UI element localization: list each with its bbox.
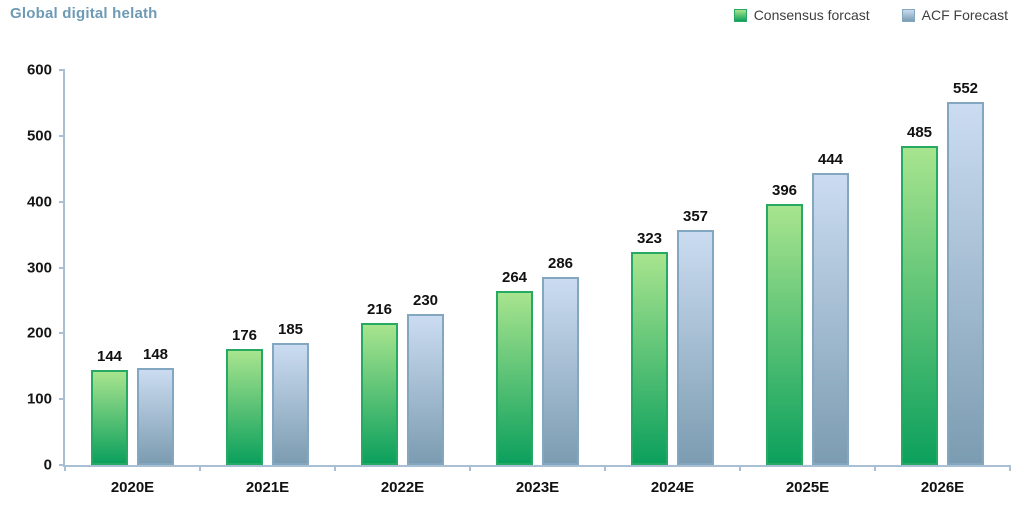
bar-group-2023e: 264 286 <box>470 70 605 465</box>
bar-group-2026e: 485 552 <box>875 70 1010 465</box>
bar-acf-2023e: 286 <box>542 255 579 465</box>
x-axis-tick-mark <box>1009 465 1011 471</box>
y-axis-tick-mark <box>59 332 65 335</box>
y-axis-tick-label: 200 <box>26 324 52 342</box>
bar-acf-2021e: 185 <box>272 321 309 465</box>
chart-header: Global digital helath Consensus forcast … <box>0 0 1024 34</box>
x-axis-category-label: 2021E <box>245 479 290 496</box>
y-axis-tick-mark <box>59 200 65 203</box>
bar-value-label: 264 <box>501 269 528 287</box>
x-axis-tick-mark <box>64 465 66 471</box>
legend-label: ACF Forecast <box>921 7 1008 23</box>
bar-value-label: 230 <box>412 291 439 309</box>
x-axis-category-label: 2023E <box>515 479 560 496</box>
chart-title: Global digital helath <box>10 5 158 22</box>
bar-value-label: 485 <box>906 123 933 141</box>
bar-group-2021e: 176 185 <box>200 70 335 465</box>
bar-consensus-2021e: 176 <box>226 327 263 465</box>
x-axis-category-label: 2020E <box>110 479 155 496</box>
x-axis-tick-mark <box>739 465 741 471</box>
acf-series-swatch-icon <box>901 8 915 22</box>
x-axis-tick-mark <box>198 465 201 471</box>
bar-value-label: 185 <box>277 321 304 339</box>
y-axis-tick-mark <box>59 464 65 466</box>
x-axis-tick-mark <box>469 465 471 471</box>
y-axis-tick-label: 600 <box>26 61 52 79</box>
bar-consensus-2023e: 264 <box>496 269 533 465</box>
y-axis-tick-mark <box>59 398 65 401</box>
bar-value-label: 176 <box>231 327 258 345</box>
bar-value-label: 144 <box>96 348 123 366</box>
x-axis-category-label: 2022E <box>380 479 425 496</box>
bar-consensus-2020e: 144 <box>91 348 128 465</box>
bar-value-label: 357 <box>682 207 709 225</box>
x-axis-category-label: 2026E <box>920 479 965 496</box>
y-axis-tick-mark <box>59 69 65 71</box>
y-axis-tick-label: 100 <box>26 390 52 408</box>
plot-area: 0 100 200 300 400 500 600 2020E 144 148 2021E 176 18… <box>27 63 1011 496</box>
y-axis-tick-label: 0 <box>43 456 52 474</box>
bar-group-2020e: 144 148 <box>65 70 200 465</box>
bar-value-label: 396 <box>771 182 798 200</box>
bar-acf-2025e: 444 <box>812 151 849 465</box>
bar-consensus-2024e: 323 <box>631 230 668 465</box>
x-axis-tick-mark <box>603 465 606 471</box>
bar-group-2024e: 323 357 <box>605 70 740 465</box>
y-axis-tick-mark <box>59 266 65 269</box>
bar-value-label: 286 <box>547 254 574 272</box>
y-axis-tick-label: 500 <box>26 127 52 145</box>
bar-group-2025e: 396 444 <box>740 70 875 465</box>
legend-item-acf: ACF Forecast <box>901 7 1008 23</box>
y-axis-tick-label: 400 <box>26 193 52 211</box>
bar-consensus-2025e: 396 <box>766 182 803 465</box>
y-axis-tick-mark <box>59 134 65 137</box>
bar-value-label: 552 <box>952 79 979 97</box>
x-axis-tick-mark <box>333 465 336 471</box>
bar-acf-2022e: 230 <box>407 292 444 465</box>
bar-group-2022e: 216 230 <box>335 70 470 465</box>
bar-value-label: 216 <box>366 300 393 318</box>
legend-item-consensus: Consensus forcast <box>733 7 870 23</box>
bar-value-label: 148 <box>142 345 169 363</box>
bar-value-label: 323 <box>636 230 663 248</box>
legend-label: Consensus forcast <box>753 7 870 23</box>
bar-consensus-2026e: 485 <box>901 124 938 465</box>
consensus-series-swatch-icon <box>733 8 747 22</box>
y-axis-tick-label: 300 <box>26 259 52 276</box>
legend: Consensus forcast ACF Forecast <box>733 5 1008 23</box>
x-axis-category-label: 2024E <box>650 479 695 496</box>
bar-value-label: 444 <box>817 150 844 168</box>
bar-consensus-2022e: 216 <box>361 301 398 465</box>
x-axis-tick-mark <box>874 465 876 471</box>
bar-acf-2026e: 552 <box>947 80 984 465</box>
x-axis-category-label: 2025E <box>785 479 830 496</box>
bar-acf-2024e: 357 <box>677 208 714 465</box>
bar-acf-2020e: 148 <box>137 346 174 465</box>
